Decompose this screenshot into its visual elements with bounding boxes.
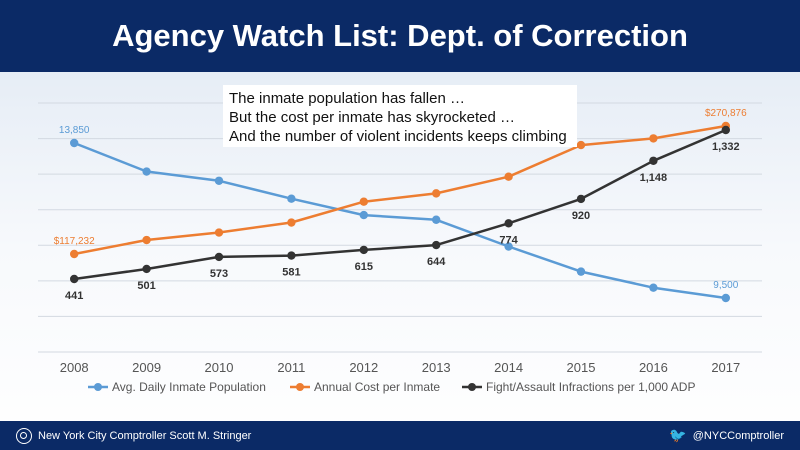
- data-point: [504, 242, 513, 251]
- twitter-bird-icon[interactable]: 🐦: [669, 427, 687, 443]
- data-point: [70, 249, 79, 259]
- data-label: 13,850: [59, 125, 90, 136]
- data-point: [649, 134, 658, 143]
- series-line: [73, 141, 726, 300]
- data-label: 1,148: [640, 172, 668, 184]
- line-chart: 13,850 9,500 $117,232 $270,876 441 501 573 581 6…: [38, 102, 762, 394]
- x-tick-label: 2009: [132, 360, 161, 375]
- legend-swatch-marker: [468, 383, 476, 391]
- data-point: [504, 172, 513, 181]
- data-point: [576, 267, 586, 276]
- data-label: 573: [210, 268, 228, 280]
- data-point: [70, 274, 79, 284]
- data-point: [721, 125, 730, 135]
- data-point: [142, 167, 151, 176]
- data-point: [649, 156, 658, 165]
- x-tick-label: 2013: [422, 360, 451, 375]
- series-line: [73, 124, 727, 256]
- callout-line: But the cost per inmate has skyrocketed …: [229, 109, 515, 126]
- callout-box: The inmate population has fallen … But t…: [223, 85, 577, 147]
- data-label: $270,876: [705, 108, 747, 119]
- data-label: 920: [572, 210, 590, 222]
- callout-line: The inmate population has fallen …: [229, 90, 465, 107]
- data-label: 1,332: [712, 141, 740, 153]
- data-point: [70, 138, 79, 148]
- data-label: 441: [65, 290, 83, 302]
- data-point: [214, 176, 224, 185]
- legend-swatch-marker: [296, 383, 304, 391]
- twitter-handle[interactable]: @NYCComptroller: [692, 429, 784, 442]
- series-line: [74, 128, 727, 281]
- legend-entry: Fight/Assault Infractions per 1,000 ADP: [486, 380, 695, 394]
- legend-entry: Annual Cost per Inmate: [314, 380, 440, 394]
- data-point: [359, 245, 368, 255]
- x-tick-label: 2011: [277, 360, 305, 375]
- x-tick-label: 2012: [349, 360, 378, 375]
- data-point: [576, 194, 586, 204]
- data-point: [359, 197, 368, 206]
- data-point: [432, 240, 441, 250]
- x-tick-label: 2010: [205, 360, 234, 375]
- data-point: [287, 194, 296, 203]
- x-tick-label: 2008: [60, 360, 89, 375]
- footer-bar: New York City Comptroller Scott M. Strin…: [0, 421, 800, 450]
- title-bar: Agency Watch List: Dept. of Correction: [0, 0, 800, 72]
- footer-comptroller-name: New York City Comptroller Scott M. Strin…: [38, 429, 252, 442]
- data-point: [214, 252, 224, 262]
- page-title: Agency Watch List: Dept. of Correction: [112, 18, 688, 53]
- data-label: 644: [427, 256, 446, 268]
- data-point: [214, 228, 224, 237]
- data-label: 615: [355, 261, 373, 273]
- data-point: [142, 235, 151, 245]
- data-point: [576, 140, 586, 150]
- legend-entry: Avg. Daily Inmate Population: [112, 380, 266, 394]
- x-tick-label: 2014: [494, 360, 523, 375]
- data-label: 581: [282, 267, 300, 279]
- data-point: [649, 283, 658, 292]
- legend-swatch-marker: [94, 383, 102, 391]
- x-tick-label: 2015: [567, 360, 596, 375]
- x-tick-label: 2016: [639, 360, 668, 375]
- x-tick-label: 2017: [711, 360, 740, 375]
- data-label: 9,500: [713, 280, 738, 291]
- data-label: $117,232: [54, 236, 95, 247]
- data-point: [432, 189, 441, 198]
- data-label: 774: [499, 234, 518, 246]
- data-point: [504, 219, 513, 228]
- data-label: 501: [137, 280, 155, 292]
- data-point: [721, 293, 730, 303]
- data-point: [287, 251, 296, 260]
- seal-icon: [16, 427, 32, 444]
- data-point: [287, 218, 296, 227]
- data-point: [432, 215, 441, 224]
- data-point: [359, 210, 368, 220]
- data-point: [142, 264, 151, 274]
- callout-line: And the number of violent incidents keep…: [229, 128, 567, 145]
